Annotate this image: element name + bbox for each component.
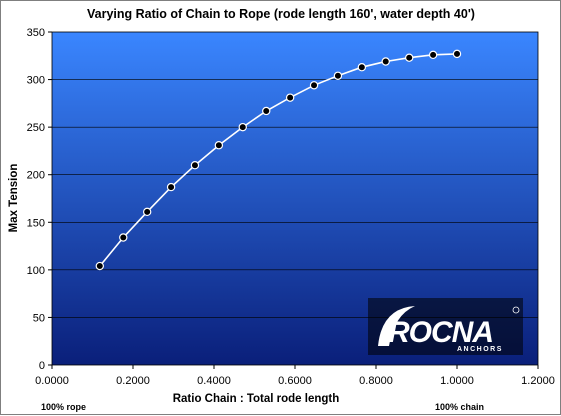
x-tick-label: 0.4000 xyxy=(197,375,231,387)
data-point xyxy=(428,50,438,60)
x-tick-label: 1.0000 xyxy=(440,375,474,387)
data-point xyxy=(285,93,295,102)
data-point xyxy=(309,81,319,90)
y-tick-label: 350 xyxy=(27,27,45,39)
y-tick-label: 50 xyxy=(33,312,45,324)
logo-swoosh xyxy=(378,306,415,346)
data-point xyxy=(262,106,271,116)
data-point xyxy=(214,141,224,150)
x-tick-label: 0.2000 xyxy=(116,375,150,387)
x-axis-label: Ratio Chain : Total rode length xyxy=(173,393,340,405)
data-point xyxy=(142,207,152,217)
y-axis-ticks: 0 50 100 150 200 250 300 350 xyxy=(27,27,52,372)
series-line xyxy=(99,53,458,267)
x-axis-ticks: 0.0000 0.2000 0.4000 0.6000 0.8000 1.0000 1.20… xyxy=(35,365,555,387)
y-tick-label: 250 xyxy=(27,122,45,134)
rocna-logo: ROCNA ANCHORS xyxy=(368,298,523,355)
y-tick-label: 0 xyxy=(39,360,45,372)
y-tick-label: 100 xyxy=(27,265,45,277)
data-point xyxy=(357,63,367,72)
data-point xyxy=(381,57,390,66)
left-note: 100% rope xyxy=(41,402,86,412)
x-tick-label: 0.6000 xyxy=(278,375,312,387)
x-tick-label: 0.8000 xyxy=(359,375,393,387)
data-point xyxy=(452,49,462,59)
y-tick-label: 150 xyxy=(27,217,45,229)
data-point xyxy=(190,160,200,170)
data-point xyxy=(333,71,343,80)
logo-word: ROCNA xyxy=(388,316,493,349)
data-point xyxy=(405,53,414,62)
y-tick-label: 200 xyxy=(27,170,45,182)
logo-sub: ANCHORS xyxy=(457,346,503,353)
x-tick-label: 1.2000 xyxy=(521,375,555,387)
data-point xyxy=(95,261,104,271)
data-point xyxy=(238,122,247,132)
registered-mark-icon xyxy=(512,306,520,314)
y-axis-label: Max Tension xyxy=(8,164,20,233)
chart-title: Varying Ratio of Chain to Rope (rode len… xyxy=(87,7,475,21)
data-point xyxy=(166,182,176,192)
data-point xyxy=(119,233,128,242)
y-tick-label: 300 xyxy=(27,75,45,87)
series-points xyxy=(95,49,462,271)
right-note: 100% chain xyxy=(435,402,484,412)
x-tick-label: 0.0000 xyxy=(35,375,69,387)
